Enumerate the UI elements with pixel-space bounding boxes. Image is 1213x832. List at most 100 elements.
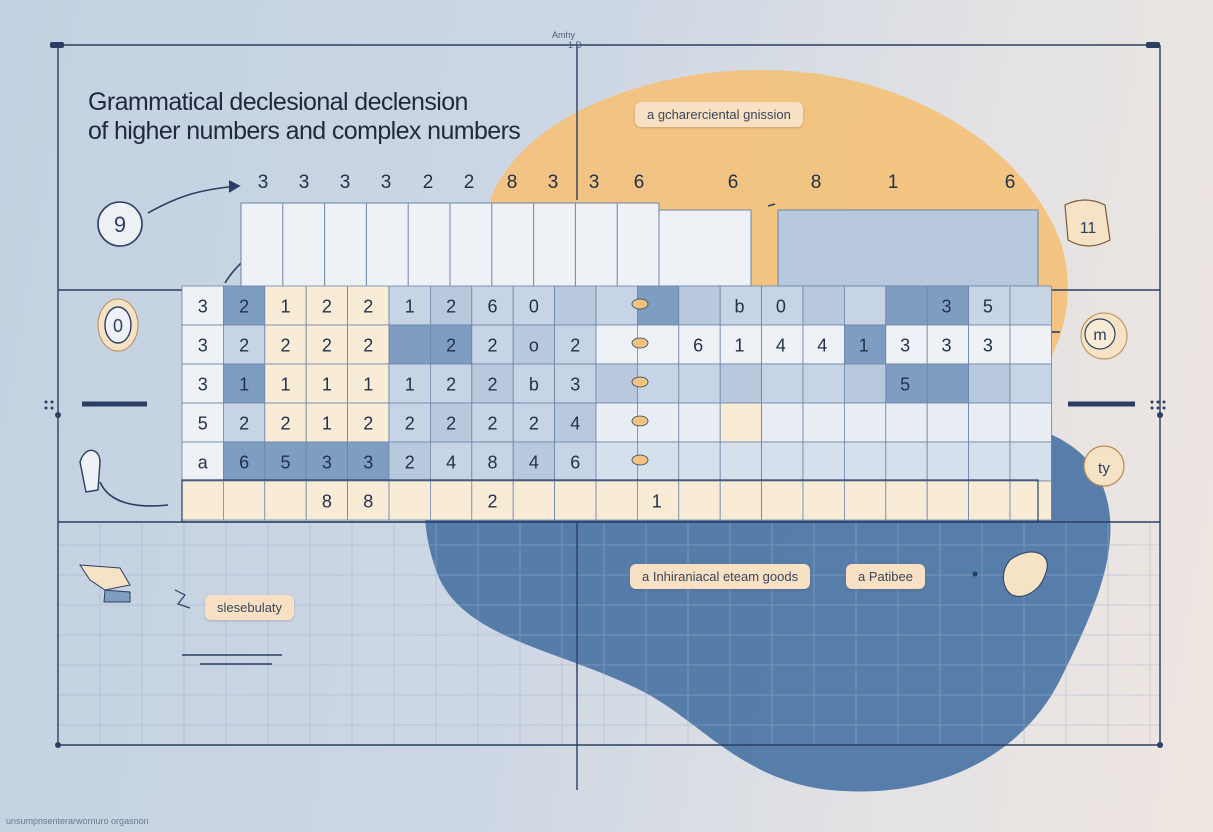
circle-right-top: 11 <box>1064 199 1111 247</box>
table-cell <box>347 402 390 443</box>
table-cell <box>471 324 514 365</box>
table-cell <box>719 324 763 365</box>
table-cell-value: 8 <box>487 453 497 473</box>
table-cell <box>678 441 721 482</box>
table-cell-value: 2 <box>570 336 580 356</box>
frame-endpoints <box>50 42 1163 748</box>
tag-left: slesebulaty <box>205 595 295 620</box>
table-cell <box>761 441 804 482</box>
table-cell-value: 2 <box>487 336 497 356</box>
table-cell <box>926 363 970 404</box>
table-cell <box>719 363 763 404</box>
top-number: 6 <box>727 172 739 193</box>
table-cell <box>471 285 514 326</box>
table-cell-value: a <box>198 453 209 473</box>
top-number: 1 <box>887 172 899 193</box>
table-cell <box>181 285 224 326</box>
table-cell <box>305 480 349 521</box>
pointer-icon <box>631 454 649 466</box>
table-cell <box>719 480 763 521</box>
table-cell-value: 1 <box>363 375 373 395</box>
table-cell <box>429 363 473 404</box>
table-cell-value: 2 <box>239 414 249 434</box>
sparkle-icon <box>44 400 1166 609</box>
table-cell-value: 3 <box>322 453 332 473</box>
table-cell-value: 2 <box>487 414 497 434</box>
table-cell <box>885 324 928 365</box>
table-cell-value: 2 <box>280 414 290 434</box>
top-number: 3 <box>298 172 310 193</box>
table-cell <box>844 480 887 521</box>
table-cell <box>968 402 1011 443</box>
table-cell-value: 1 <box>405 375 415 395</box>
table-cell <box>388 285 431 326</box>
table-cell <box>1009 363 1052 404</box>
table-cell-value: 2 <box>280 336 290 356</box>
glove-icon <box>79 449 101 493</box>
top-number: 6 <box>1004 172 1016 193</box>
table-cell <box>761 402 804 443</box>
table-cell <box>802 402 845 443</box>
table-cell <box>264 441 307 482</box>
table-cell <box>181 363 224 404</box>
table-cell-value: 2 <box>363 414 373 434</box>
tag-bottom-right: a Patibee <box>846 564 925 589</box>
top-number: 3 <box>380 172 392 193</box>
top-number: 6 <box>633 172 645 193</box>
table-cell <box>719 285 763 326</box>
table-cell <box>429 480 473 521</box>
table-cell-value: 1 <box>322 375 332 395</box>
table-cell <box>885 363 928 404</box>
top-number: 8 <box>810 172 822 193</box>
table-cell <box>264 480 307 521</box>
pointer-icon <box>631 298 649 310</box>
table-cell <box>678 363 721 404</box>
ear-icon <box>1003 551 1048 597</box>
table-cell <box>347 441 390 482</box>
table-cell-value: 2 <box>239 297 249 317</box>
circle-left-top: 9 <box>97 201 143 247</box>
table-cell <box>181 324 224 365</box>
table-cell-value: 6 <box>487 297 497 317</box>
table-cell <box>595 324 638 365</box>
table-cell-value: 2 <box>363 336 373 356</box>
table-cell-value: 3 <box>941 336 951 356</box>
table-cell <box>885 480 928 521</box>
table-cell <box>968 363 1011 404</box>
top-number: 3 <box>257 172 269 193</box>
table-cell-value: 2 <box>487 375 497 395</box>
circle-right-top-text: 11 <box>1080 220 1097 237</box>
table-cell <box>347 285 390 326</box>
frame-lines <box>57 44 1161 790</box>
table-cell <box>1009 441 1052 482</box>
circle-right-mid-text: m <box>1093 327 1106 344</box>
table-cell <box>429 441 473 482</box>
table-cell-value: 8 <box>363 492 373 512</box>
table-cell-value: 3 <box>363 453 373 473</box>
top-number: 3 <box>547 172 559 193</box>
table-cell <box>181 480 224 521</box>
table-cell-value: 1 <box>280 297 290 317</box>
table-cell-value: 4 <box>776 336 786 356</box>
table-cell <box>885 285 928 326</box>
table-cell <box>264 324 307 365</box>
table-cell-value: 0 <box>529 297 539 317</box>
table-cell-value: 3 <box>198 375 208 395</box>
table-cell-value: 4 <box>446 453 456 473</box>
table-cell <box>926 441 970 482</box>
circle-left-mid-text: 0 <box>113 316 123 336</box>
table-cell <box>719 402 763 443</box>
table-cell <box>554 402 597 443</box>
table-cell-value: 6 <box>693 336 703 356</box>
table-cell-value: 1 <box>405 297 415 317</box>
table-cell <box>761 480 804 521</box>
circle-right-mid: m <box>1080 312 1128 360</box>
table-cell-value: o <box>529 336 539 356</box>
table-cell-value: 4 <box>570 414 580 434</box>
table-cell <box>595 285 638 326</box>
title-line-2: of higher numbers and complex numbers <box>88 117 521 145</box>
table-cell <box>222 285 266 326</box>
top-number: 3 <box>339 172 351 193</box>
